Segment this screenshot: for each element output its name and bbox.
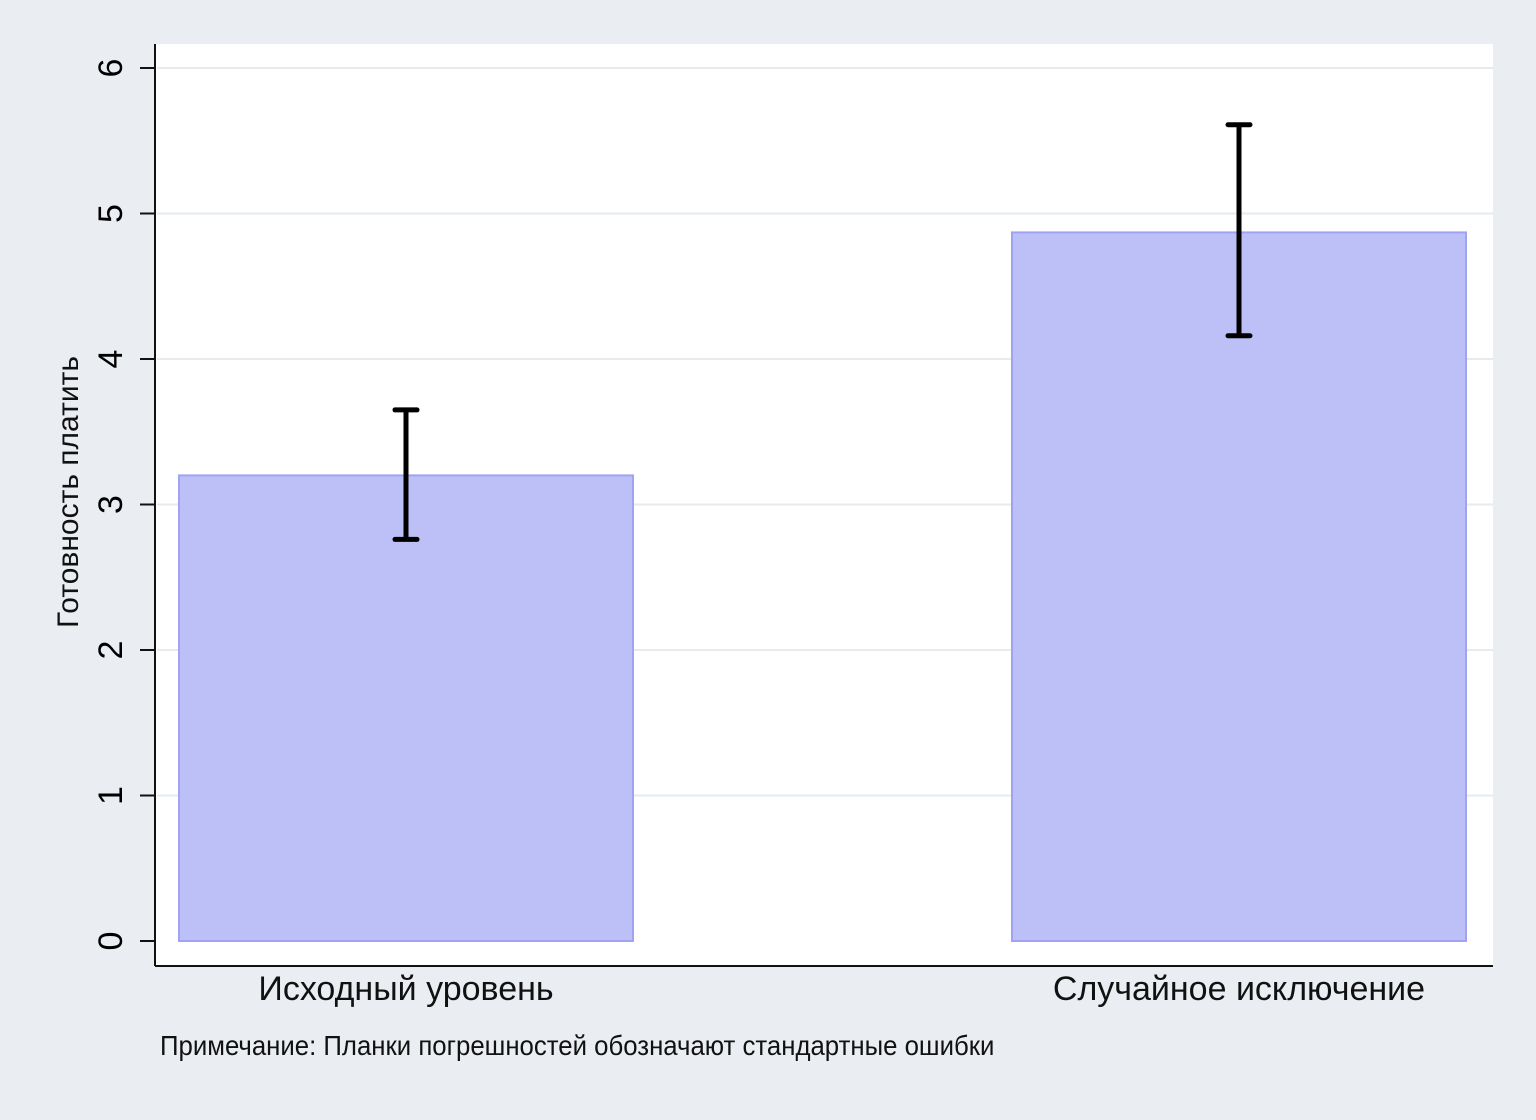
y-tick-label: 1 [92, 786, 130, 805]
bar [1011, 231, 1467, 943]
y-axis-title: Готовность платить [52, 356, 85, 628]
y-tick-label: 3 [92, 495, 130, 514]
bars [178, 231, 1467, 943]
y-axis-ticks: 0 1 2 3 4 5 6 [92, 59, 155, 951]
y-tick-label: 0 [92, 932, 130, 951]
chart-note: Примечание: Планки погрешностей обознача… [160, 1030, 995, 1061]
y-tick-label: 2 [92, 641, 130, 660]
y-tick-label: 5 [92, 204, 130, 223]
y-tick-label: 6 [92, 59, 130, 78]
x-category-label: Случайное исключение [1053, 970, 1425, 1008]
x-category-label: Исходный уровень [258, 970, 553, 1008]
error-bars [392, 122, 1253, 542]
y-tick-label: 4 [92, 350, 130, 369]
x-axis-labels: Исходный уровень Случайное исключение [258, 970, 1425, 1008]
bar [178, 474, 634, 942]
